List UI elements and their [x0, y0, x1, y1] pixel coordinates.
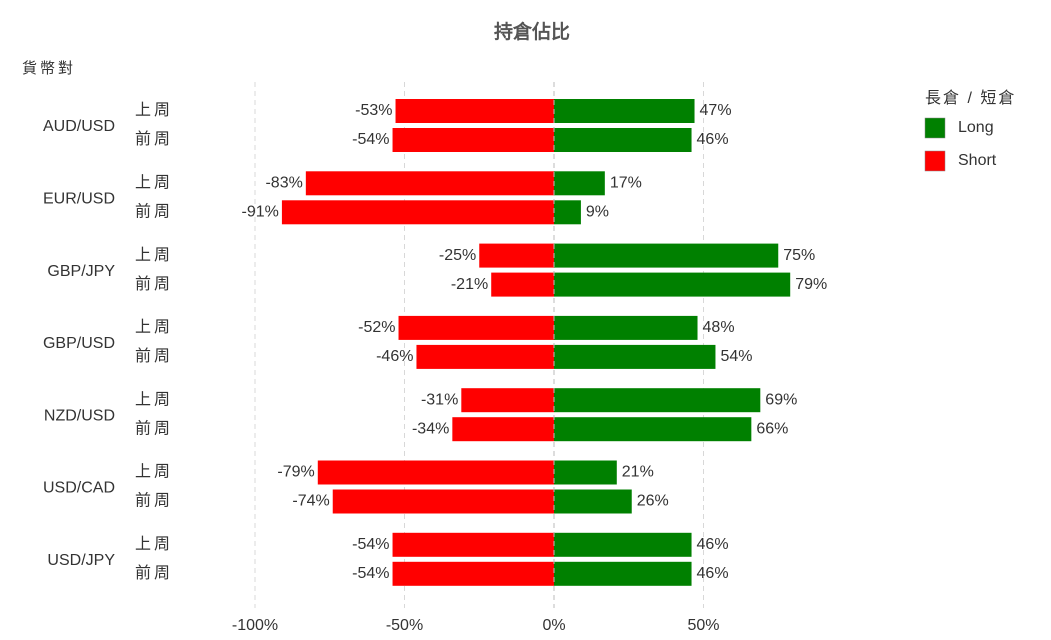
value-label: -74%	[292, 493, 329, 510]
period-label: 前周	[135, 419, 173, 437]
period-label: 前周	[135, 130, 173, 148]
value-label: -53%	[355, 102, 392, 119]
value-label: 46%	[697, 536, 729, 553]
bar	[317, 460, 554, 485]
value-label: 47%	[700, 102, 732, 119]
bar	[392, 128, 554, 152]
value-label: 75%	[783, 247, 815, 264]
bar	[392, 532, 554, 557]
legend-label: Long	[958, 119, 994, 136]
bar	[554, 532, 692, 557]
x-tick-label: 0%	[542, 617, 565, 634]
category-label: EUR/USD	[43, 191, 115, 208]
bar	[554, 243, 779, 268]
period-label: 上周	[135, 246, 173, 264]
value-label: -79%	[277, 464, 314, 481]
period-label: 前周	[135, 492, 173, 510]
category-label: GBP/JPY	[47, 263, 115, 280]
value-label: 26%	[637, 493, 669, 510]
bar	[395, 99, 554, 123]
bar	[554, 561, 692, 586]
bar	[554, 417, 752, 442]
category-label: AUD/USD	[43, 118, 115, 135]
value-label: -54%	[352, 565, 389, 582]
chart-title: 持倉佔比	[494, 20, 570, 43]
legend-label: Short	[958, 152, 997, 169]
category-label: USD/JPY	[47, 552, 115, 569]
value-label: -46%	[376, 348, 413, 365]
category-label: NZD/USD	[44, 407, 115, 424]
value-label: 46%	[697, 565, 729, 582]
x-tick-label: -50%	[386, 617, 423, 634]
period-label: 上周	[135, 463, 173, 481]
bar	[461, 388, 554, 413]
period-label: 上周	[135, 174, 173, 192]
value-label: -52%	[358, 319, 395, 336]
value-label: 9%	[586, 204, 609, 221]
bar	[416, 344, 554, 369]
period-label: 上周	[135, 535, 173, 553]
bar	[554, 344, 716, 369]
value-label: -25%	[439, 247, 476, 264]
bar	[554, 489, 632, 514]
legend-title: 長倉 / 短倉	[925, 89, 1016, 107]
x-tick-label: 50%	[687, 617, 719, 634]
value-label: -21%	[451, 276, 488, 293]
value-label: 48%	[703, 319, 735, 336]
period-label: 上周	[135, 101, 173, 119]
bar	[491, 272, 554, 297]
value-label: -31%	[421, 391, 458, 408]
bar	[452, 417, 554, 442]
value-label: -54%	[352, 131, 389, 148]
period-label: 前周	[135, 564, 173, 582]
bar	[554, 171, 605, 196]
value-label: 69%	[765, 391, 797, 408]
value-label: 54%	[720, 348, 752, 365]
bar	[554, 460, 617, 485]
bar	[305, 171, 554, 196]
period-label: 前周	[135, 347, 173, 365]
category-label: USD/CAD	[43, 480, 115, 497]
value-label: -54%	[352, 536, 389, 553]
bar	[554, 200, 581, 225]
value-label: 79%	[795, 276, 827, 293]
period-label: 前周	[135, 203, 173, 221]
value-label: -91%	[242, 204, 279, 221]
category-label: GBP/USD	[43, 335, 115, 352]
bar	[281, 200, 554, 225]
legend-swatch	[924, 117, 946, 139]
bar	[554, 99, 695, 123]
value-label: 46%	[697, 131, 729, 148]
bar	[554, 315, 698, 340]
value-label: -83%	[265, 175, 302, 192]
y-axis-title: 貨幣對	[22, 60, 76, 77]
bar	[554, 272, 791, 297]
bar	[398, 315, 554, 340]
x-tick-label: -100%	[232, 617, 278, 634]
bar	[479, 243, 554, 268]
value-label: 66%	[756, 420, 788, 437]
period-label: 上周	[135, 390, 173, 408]
value-label: 17%	[610, 175, 642, 192]
period-label: 上周	[135, 318, 173, 336]
legend-swatch	[924, 150, 946, 172]
period-label: 前周	[135, 275, 173, 293]
value-label: -34%	[412, 420, 449, 437]
bar	[392, 561, 554, 586]
bar	[554, 128, 692, 152]
bar	[554, 388, 761, 413]
value-label: 21%	[622, 464, 654, 481]
bar	[332, 489, 554, 514]
